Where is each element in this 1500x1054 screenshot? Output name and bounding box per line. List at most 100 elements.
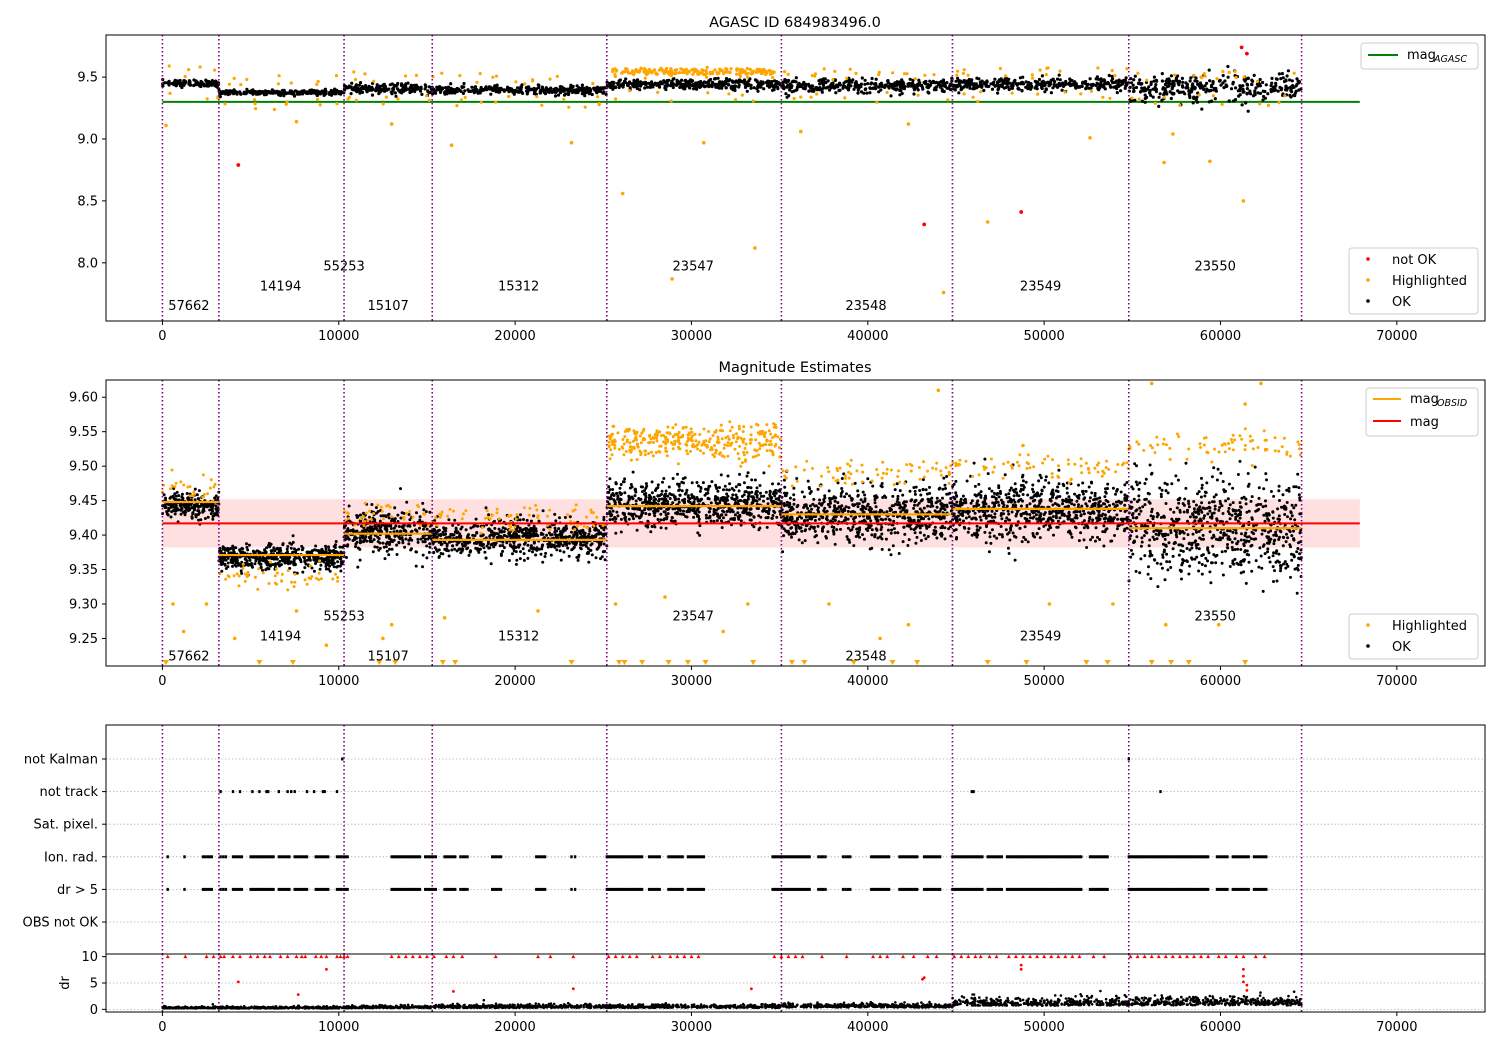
ok-point: [594, 534, 597, 537]
ok-point: [426, 528, 429, 531]
highlighted-point: [611, 68, 614, 71]
ok-point: [1269, 88, 1272, 91]
ok-point: [1150, 81, 1153, 84]
ok-point: [253, 562, 256, 565]
ok-point: [339, 557, 342, 560]
ok-point: [223, 558, 226, 561]
ok-point: [698, 86, 701, 89]
highlighted-point: [509, 528, 512, 531]
highlighted-point: [242, 563, 245, 566]
ok-point: [306, 90, 309, 93]
ok-point: [955, 85, 958, 88]
ok-point: [602, 87, 605, 90]
ok-point: [192, 78, 195, 81]
ok-point: [339, 570, 342, 573]
ok-point: [208, 509, 211, 512]
ok-point: [517, 535, 520, 538]
ok-point: [777, 497, 780, 500]
ok-point: [362, 539, 365, 542]
ok-point: [661, 490, 664, 493]
highlighted-point: [813, 74, 816, 77]
ok-point: [667, 79, 670, 82]
ok-point: [340, 560, 343, 563]
ok-point: [440, 552, 443, 555]
ok-point: [473, 534, 476, 537]
highlighted-point: [201, 496, 204, 499]
highlighted-point: [584, 106, 587, 109]
ok-point: [550, 545, 553, 548]
highlighted-point: [355, 99, 358, 102]
highlighted-point: [709, 72, 712, 75]
ok-point: [575, 556, 578, 559]
ok-point: [848, 79, 851, 82]
highlighted-point: [598, 102, 601, 105]
highlighted-point: [653, 68, 656, 71]
ok-point: [522, 528, 525, 531]
ok-point: [666, 84, 669, 87]
ok-point: [1169, 90, 1172, 93]
ok-point: [592, 87, 595, 90]
ok-point: [385, 542, 388, 545]
highlighted-point: [169, 487, 172, 490]
ok-point: [1134, 75, 1137, 78]
highlighted-point: [654, 71, 657, 74]
ok-point: [229, 90, 232, 93]
ok-point: [522, 547, 525, 550]
highlighted-point: [422, 512, 425, 515]
ok-point: [595, 91, 598, 94]
ok-point: [214, 513, 217, 516]
ok-point: [422, 528, 425, 531]
ok-point: [651, 85, 654, 88]
ok-point: [396, 553, 399, 556]
ok-point: [197, 497, 200, 500]
ok-point: [1192, 96, 1195, 99]
panel1-legend-top: mag AGASC: [1361, 43, 1478, 69]
obsid-label: 23548: [845, 299, 886, 314]
highlighted-point: [1234, 70, 1237, 73]
ok-point: [785, 81, 788, 84]
highlighted-point: [257, 567, 260, 570]
ok-point: [487, 513, 490, 516]
highlighted-point: [678, 71, 681, 74]
highlighted-point: [419, 524, 422, 527]
ok-point: [548, 532, 551, 535]
ok-point: [1286, 74, 1289, 77]
ok-point: [824, 77, 827, 80]
highlighted-point: [810, 96, 813, 99]
ok-point: [1241, 84, 1244, 87]
highlighted-point: [815, 92, 818, 95]
highlighted-point: [1221, 103, 1224, 106]
highlighted-point: [1178, 104, 1181, 107]
highlighted-point: [490, 513, 493, 516]
highlighted-point: [171, 484, 174, 487]
ok-point: [1261, 81, 1264, 84]
highlighted-point: [179, 480, 182, 483]
ok-point: [712, 513, 715, 516]
highlighted-point: [591, 82, 594, 85]
ok-point: [572, 541, 575, 544]
ok-point: [643, 86, 646, 89]
ok-point: [1222, 74, 1225, 77]
ok-point: [537, 83, 540, 86]
ok-point: [917, 79, 920, 82]
ok-point: [1178, 91, 1181, 94]
highlighted-point: [1235, 76, 1238, 79]
ok-point: [1162, 87, 1165, 90]
highlighted-point: [573, 528, 576, 531]
highlighted-point: [247, 571, 250, 574]
ok-point: [398, 525, 401, 528]
ok-point: [278, 560, 281, 563]
ok-point: [835, 84, 838, 87]
ok-point: [815, 87, 818, 90]
ok-point: [886, 79, 889, 82]
highlighted-point: [986, 220, 990, 224]
ok-point: [387, 514, 390, 517]
ok-point: [1004, 77, 1007, 80]
obsid-label: 15107: [367, 299, 408, 314]
ok-point: [360, 525, 363, 528]
ok-point: [189, 83, 192, 86]
ok-point: [702, 481, 705, 484]
highlighted-point: [1108, 97, 1111, 100]
ok-point: [692, 87, 695, 90]
ok-point: [1161, 79, 1164, 82]
